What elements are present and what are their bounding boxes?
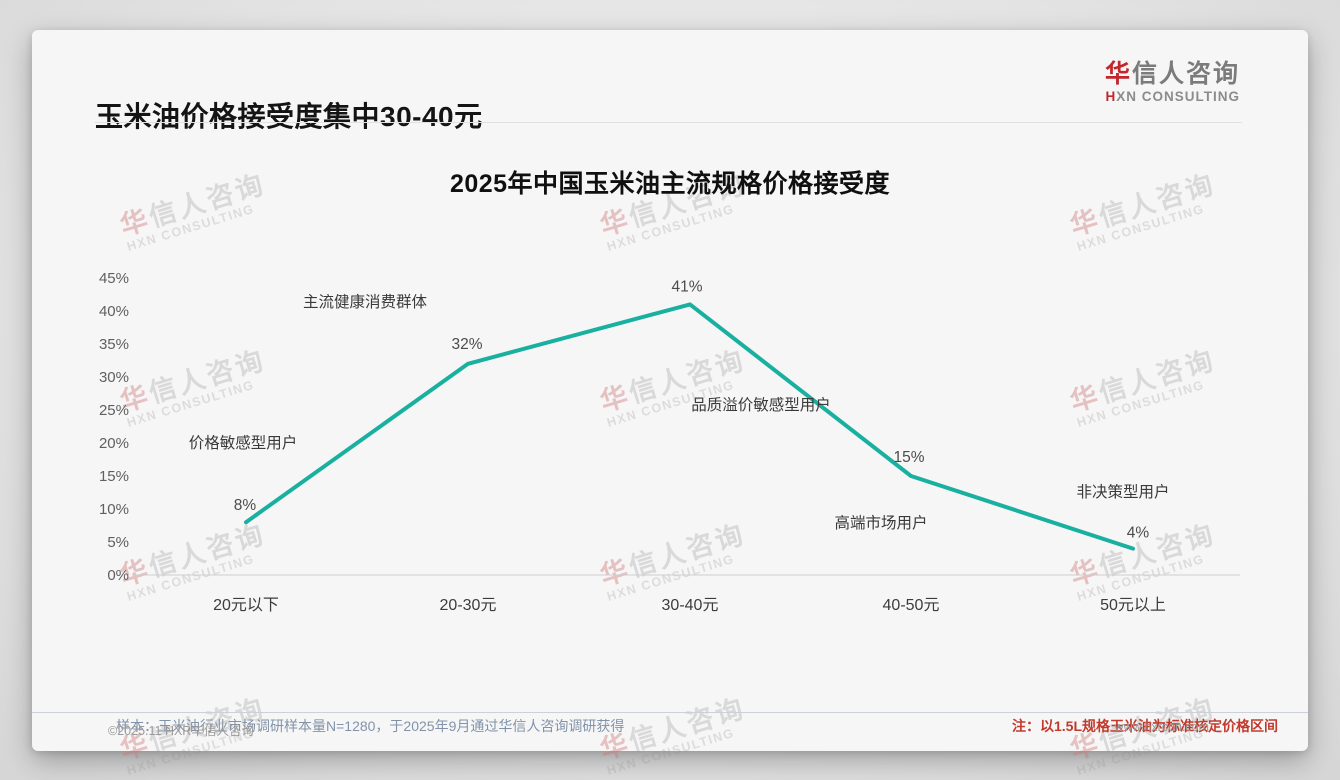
copyright: ©2025.11 HXR华信人咨询 (108, 724, 254, 738)
y-tick-label: 10% (99, 501, 129, 518)
y-tick-label: 15% (99, 468, 129, 485)
x-axis-label: 40-50元 (883, 597, 940, 614)
report-card: 华信人咨询 HXN CONSULTING 华信人咨询 HXN CONSULTING 华信… (32, 30, 1308, 778)
annotation-label: 价格敏感型用户 (189, 434, 298, 452)
point-label: 32% (451, 336, 482, 353)
y-tick-label: 0% (107, 567, 129, 584)
brand-logo-cn: 华信人咨询 (1104, 60, 1240, 88)
header-divider (95, 122, 1242, 123)
y-tick-label: 40% (99, 303, 129, 320)
sample-note: 样本：玉米油行业市场调研样本量N=1280，于2025年9月通过华信人咨询调研获… (116, 718, 625, 734)
annotation-label: 非决策型用户 (1076, 483, 1169, 501)
point-label: 15% (893, 449, 924, 466)
annotation-label: 高端市场用户 (834, 514, 927, 532)
chart-title: 2025年中国玉米油主流规格价格接受度 (449, 170, 891, 198)
brand-logo: 华信人咨询 HXN CONSULTING (1105, 60, 1240, 104)
brand-logo-en: HXN CONSULTING (1105, 88, 1240, 104)
x-axis-label: 20-30元 (440, 597, 497, 614)
y-tick-label: 30% (99, 369, 129, 386)
price-basis-note: 注：以1.5L规格玉米油为标准核定价格区间 (1011, 718, 1278, 734)
line-chart: 45% 40% 35% 30% 25% 20% 15% 10% 5% 0% 20元以下 20-30元 3… (99, 270, 1240, 614)
point-label: 8% (234, 497, 257, 514)
point-label: 41% (671, 278, 702, 295)
y-tick-label: 20% (99, 435, 129, 452)
website: www.hxrcon.com (1114, 720, 1209, 734)
y-tick-label: 25% (99, 402, 129, 419)
annotation-label: 主流健康消费群体 (303, 293, 428, 311)
bottom-divider (32, 712, 1308, 713)
page-title: 玉米油价格接受度集中30-40元 (95, 100, 483, 132)
y-tick-label: 5% (107, 534, 129, 551)
footnotes-row: 样本：玉米油行业市场调研样本量N=1280，于2025年9月通过华信人咨询调研获… (32, 716, 1308, 736)
x-axis-label: 50元以上 (1100, 596, 1166, 614)
y-tick-label: 35% (99, 336, 129, 353)
annotation-label: 品质溢价敏感型用户 (691, 396, 831, 414)
point-label: 4% (1127, 525, 1150, 542)
x-axis-label: 20元以下 (213, 597, 279, 614)
data-line (244, 302, 1135, 551)
x-axis-label: 30-40元 (662, 597, 719, 614)
bottom-bar: ©2025.11 HXR华信人咨询 www.hxrcon.com (32, 720, 1308, 739)
y-tick-label: 45% (99, 270, 129, 287)
